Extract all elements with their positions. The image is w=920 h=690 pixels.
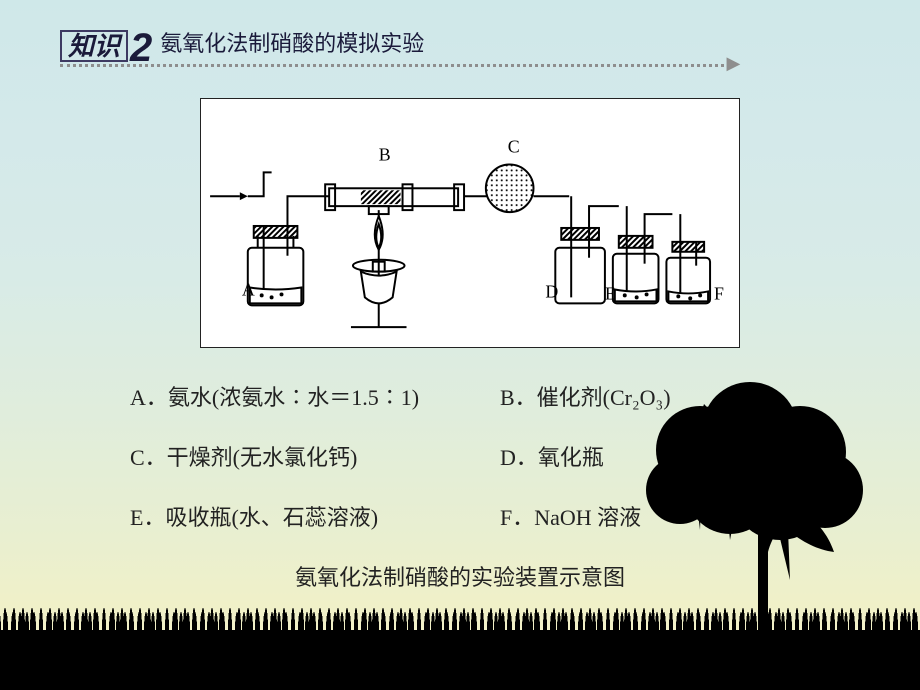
svg-text:B: B bbox=[379, 145, 391, 165]
item-a: A．氨水(浓氨水∶水＝1.5∶1) bbox=[130, 380, 500, 412]
item-e: E．吸收瓶(水、石蕊溶液) bbox=[130, 500, 500, 532]
item-b: B．催化剂(Cr₂O₃) bbox=[500, 380, 790, 412]
item-d: D．氧化瓶 bbox=[500, 440, 790, 472]
section-title: 氨氧化法制硝酸的模拟实验 bbox=[160, 26, 424, 62]
content-block: A．氨水(浓氨水∶水＝1.5∶1) B．催化剂(Cr₂O₃) C．干燥剂(无水氯… bbox=[130, 380, 790, 592]
svg-text:C: C bbox=[508, 137, 520, 157]
diagram-caption: 氨氧化法制硝酸的实验装置示意图 bbox=[130, 560, 790, 592]
svg-text:F: F bbox=[714, 283, 724, 303]
section-header: 知识 2 氨氧化法制硝酸的模拟实验 ▶ bbox=[60, 26, 724, 67]
svg-text:E: E bbox=[605, 283, 616, 303]
apparatus-diagram: B C bbox=[200, 98, 740, 348]
svg-text:A: A bbox=[242, 279, 255, 299]
item-f: F．NaOH 溶液 bbox=[500, 500, 790, 532]
header-arrow-icon: ▶ bbox=[726, 53, 740, 74]
header-badge: 知识 bbox=[60, 30, 128, 62]
header-number: 2 bbox=[130, 30, 152, 66]
grass-silhouette bbox=[0, 630, 920, 690]
item-c: C．干燥剂(无水氯化钙) bbox=[130, 440, 500, 472]
svg-text:D: D bbox=[545, 281, 558, 301]
